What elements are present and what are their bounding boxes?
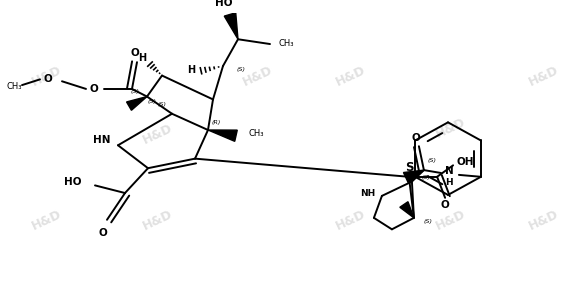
Text: CH₃: CH₃ xyxy=(248,129,264,138)
Text: (S): (S) xyxy=(130,89,139,94)
Text: (S): (S) xyxy=(424,219,432,224)
Text: O: O xyxy=(90,84,98,94)
Text: H: H xyxy=(445,178,453,187)
Text: H&D: H&D xyxy=(334,207,368,232)
Text: H&D: H&D xyxy=(30,64,64,89)
Polygon shape xyxy=(208,130,238,141)
Text: (S): (S) xyxy=(421,175,431,180)
Text: S: S xyxy=(405,161,413,174)
Text: O: O xyxy=(411,133,420,142)
Text: HO: HO xyxy=(64,177,82,187)
Text: N: N xyxy=(445,166,453,176)
Text: H&D: H&D xyxy=(30,207,64,232)
Text: H&D: H&D xyxy=(433,116,467,141)
Text: H&D: H&D xyxy=(527,64,561,89)
Text: HO: HO xyxy=(215,0,233,8)
Polygon shape xyxy=(400,202,414,218)
Text: OH: OH xyxy=(456,157,474,166)
Polygon shape xyxy=(404,170,424,183)
Text: O: O xyxy=(99,228,108,238)
Text: H&D: H&D xyxy=(527,207,561,232)
Text: NH: NH xyxy=(360,190,376,199)
Text: O: O xyxy=(44,74,53,84)
Text: H&D: H&D xyxy=(433,207,467,232)
Text: H&D: H&D xyxy=(141,207,175,232)
Text: O: O xyxy=(441,200,449,210)
Text: HN: HN xyxy=(93,134,111,145)
Text: (S): (S) xyxy=(147,99,157,104)
Text: CH₃: CH₃ xyxy=(278,39,294,48)
Text: CH₃: CH₃ xyxy=(6,82,22,91)
Text: (S): (S) xyxy=(428,158,436,163)
Text: O: O xyxy=(130,48,139,58)
Polygon shape xyxy=(224,13,238,39)
Text: H&D: H&D xyxy=(240,64,274,89)
Text: H&D: H&D xyxy=(334,64,368,89)
Text: (S): (S) xyxy=(236,67,246,72)
Text: H&D: H&D xyxy=(141,121,175,146)
Polygon shape xyxy=(126,97,147,110)
Text: H: H xyxy=(187,65,195,75)
Text: (S): (S) xyxy=(157,102,167,107)
Text: H: H xyxy=(138,53,146,63)
Text: (R): (R) xyxy=(211,120,221,125)
